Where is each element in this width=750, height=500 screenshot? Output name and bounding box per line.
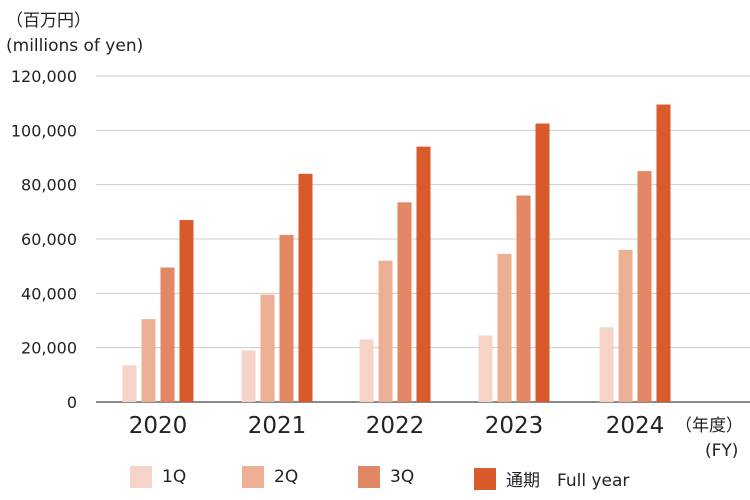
legend-swatch-1q <box>130 466 152 488</box>
x-tick-label: 2022 <box>366 413 425 439</box>
bar-2024-3 <box>637 171 652 402</box>
y-tick-label: 100,000 <box>11 121 77 140</box>
bar-2021-4 <box>298 173 313 402</box>
y-tick-label: 60,000 <box>21 230 77 249</box>
legend-swatch-2q <box>242 466 264 488</box>
bar-2022-1 <box>359 339 374 402</box>
x-tick-label: 2023 <box>485 413 544 439</box>
bar-2021-3 <box>279 234 294 402</box>
bar-2020-4 <box>179 219 194 402</box>
x-tick-label: 2021 <box>248 413 307 439</box>
legend-label-full-year: 通期 Full year <box>506 471 630 491</box>
legend-label-3q: 3Q <box>390 467 415 487</box>
y-tick-label: 80,000 <box>21 176 77 195</box>
bar-2020-3 <box>160 267 175 402</box>
bar-2024-2 <box>618 249 633 402</box>
bar-2024-1 <box>599 327 614 402</box>
legend-label-1q: 1Q <box>162 467 187 487</box>
bar-2023-4 <box>535 123 550 403</box>
bar-2020-1 <box>122 365 137 402</box>
y-axis-ticks: 0 20,000 40,000 60,000 80,000 100,000 120,000 <box>11 67 77 412</box>
bar-2021-1 <box>241 350 256 402</box>
bars <box>122 104 671 403</box>
y-tick-label: 120,000 <box>11 67 77 86</box>
legend-item-full-year: 通期 Full year <box>474 466 629 491</box>
bar-2022-3 <box>397 202 412 402</box>
y-tick-label: 40,000 <box>21 284 77 303</box>
bar-2020-2 <box>141 319 156 402</box>
legend-item-2q: 2Q <box>242 466 298 488</box>
x-axis-ticks: 2020 2021 2022 2023 2024 <box>129 413 665 439</box>
x-tick-label: 2020 <box>129 413 188 439</box>
y-tick-label: 0 <box>67 393 77 412</box>
legend-item-3q: 3Q <box>358 466 414 488</box>
unit-label-en: (millions of yen) <box>6 36 144 56</box>
x-suffix-en: (FY) <box>705 441 739 461</box>
bar-2024-4 <box>656 104 671 403</box>
bar-2022-4 <box>416 146 431 402</box>
bar-2023-2 <box>497 253 512 402</box>
bar-2021-2 <box>260 294 275 402</box>
legend: 1Q 2Q 3Q 通期 Full year <box>0 466 750 496</box>
legend-label-2q: 2Q <box>274 467 299 487</box>
x-tick-label: 2024 <box>606 413 665 439</box>
bar-2022-2 <box>378 260 393 402</box>
bar-2023-3 <box>516 195 531 402</box>
unit-label-ja: （百万円） <box>6 11 91 31</box>
bar-2023-1 <box>478 335 493 402</box>
y-tick-label: 20,000 <box>21 339 77 358</box>
legend-swatch-full-year <box>474 467 496 490</box>
legend-swatch-3q <box>358 466 380 488</box>
legend-item-1q: 1Q <box>130 466 186 488</box>
x-suffix-ja: （年度） <box>675 416 743 436</box>
